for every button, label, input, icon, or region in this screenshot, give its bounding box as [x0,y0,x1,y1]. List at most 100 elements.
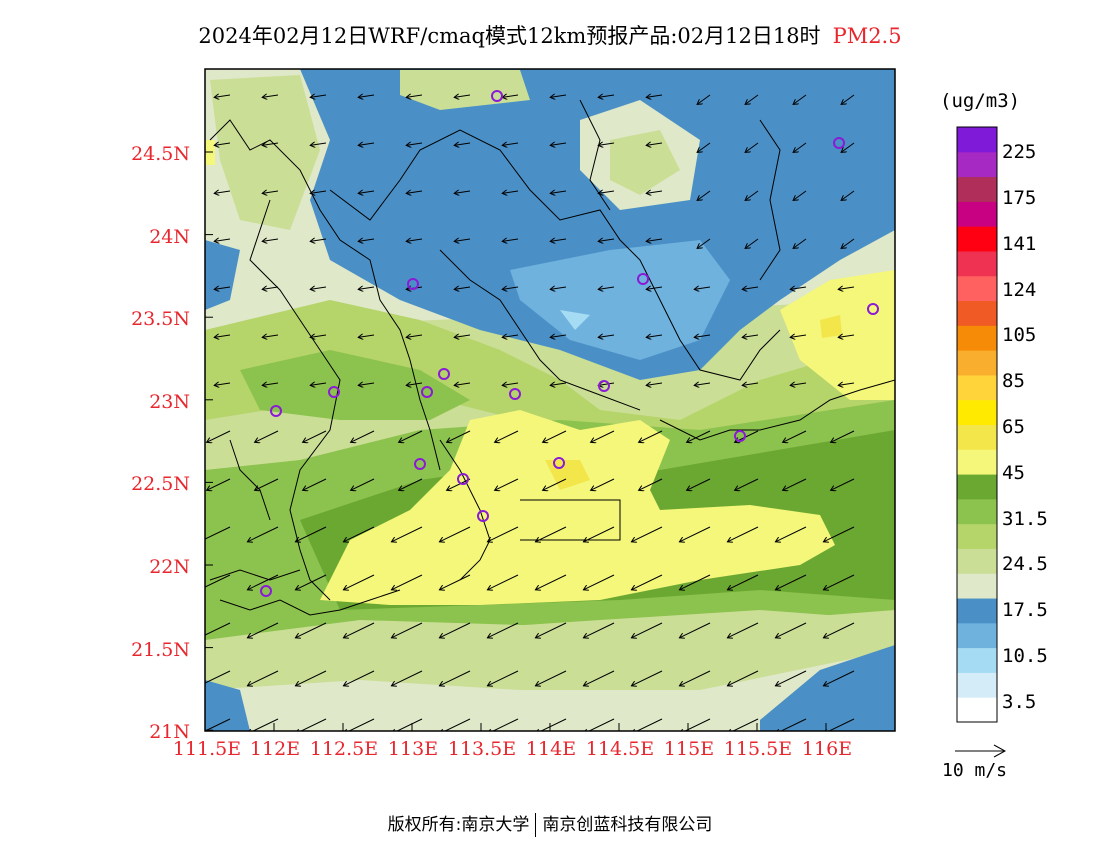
colorbar-swatch [957,201,997,227]
wind-arrow [745,94,759,104]
wind-arrow [247,622,279,638]
wind-reference-arrow [955,744,1007,758]
wind-arrow [841,238,855,248]
wind-arrow [406,143,423,145]
colorbar-swatch [957,226,997,252]
wind-arrow [247,574,279,590]
wind-arrow [214,95,231,97]
wind-arrow [303,430,327,442]
wind-arrow [694,335,711,337]
wind-arrow [697,190,711,200]
wind-arrow [727,670,759,686]
wind-arrow [646,287,663,289]
wind-arrow [793,94,807,104]
wind-arrow [598,239,615,241]
colorbar-frame [956,126,998,723]
wind-arrow [502,191,519,193]
wind-arrow [295,622,327,638]
colorbar-swatch [957,151,997,178]
lon-label-115: 115E [663,738,715,760]
wind-arrow [214,143,231,145]
wind-arrow [262,143,279,145]
wind-arrow [793,238,807,248]
colorbar-swatch [957,598,997,624]
wind-arrow [310,191,327,193]
wind-arrow [502,335,519,337]
wind-arrow [646,95,663,97]
boundary-lines [209,99,895,616]
colorbar-swatch [957,325,997,351]
station-marker [270,405,282,417]
colorbar-swatch [957,176,997,202]
wind-arrow [207,478,231,490]
wind-arrow [535,526,567,542]
wind-arrow [205,670,231,686]
wind-arrow [262,191,279,193]
lat-label-21-5: 21.5N [131,639,190,661]
wind-vectors [205,94,855,731]
lon-label-116: 116E [801,738,853,760]
colorbar-label: 24.5 [1002,553,1048,575]
wind-arrow [841,94,855,104]
station-marker [833,137,845,149]
wind-arrow [742,383,759,385]
wind-arrow [550,191,567,193]
wind-arrow [823,526,855,542]
colorbar-swatch [957,424,997,450]
colorbar-label: 124 [1002,279,1037,301]
wind-arrow [447,478,471,490]
wind-arrow [502,143,519,145]
wind-arrow [727,526,759,542]
station-marker [260,585,272,597]
station-marker [328,386,340,398]
wind-arrow [207,430,231,442]
wind-arrow [295,718,327,731]
wind-arrow [487,622,519,638]
colorbar-label: 17.5 [1002,599,1048,621]
wind-arrow [793,190,807,200]
wind-arrow [631,670,663,686]
wind-arrow [783,430,807,442]
wind-arrow [502,95,519,97]
wind-arrow [646,239,663,241]
wind-arrow [439,670,471,686]
wind-arrow [358,239,375,241]
station-marker [438,368,450,380]
wind-arrow [351,478,375,490]
colorbar-label: 141 [1002,233,1037,255]
wind-arrow [745,190,759,200]
wind-arrow [495,430,519,442]
lat-label-23: 23N [149,391,190,413]
lon-label-112-5: 112.5E [309,738,379,760]
wind-arrow [262,335,279,337]
wind-arrow [351,430,375,442]
wind-arrow [639,430,663,442]
station-marker [477,510,489,522]
wind-arrow [550,239,567,241]
wind-arrow [823,574,855,590]
station-markers [260,90,879,597]
wind-arrow [295,574,327,590]
wind-arrow [543,430,567,442]
wind-arrow [838,335,855,337]
wind-arrow [775,670,807,686]
wind-arrow [591,430,615,442]
colorbar-label: 65 [1002,416,1025,438]
colorbar-label: 3.5 [1002,691,1037,713]
wind-arrow [247,526,279,542]
wind-arrow [598,287,615,289]
wind-arrow [697,238,711,248]
wind-arrow [697,94,711,104]
wind-arrow [823,622,855,638]
title-pollutant: PM2.5 [832,24,902,48]
lat-label-24-5: 24.5N [131,143,190,165]
wind-arrow [550,95,567,97]
station-marker [734,430,746,442]
wind-arrow [679,670,711,686]
wind-arrow [406,191,423,193]
wind-arrow [205,718,231,731]
wind-arrow [646,383,663,385]
wind-arrow [399,478,423,490]
wind-arrow [205,574,231,590]
wind-arrow [790,383,807,385]
